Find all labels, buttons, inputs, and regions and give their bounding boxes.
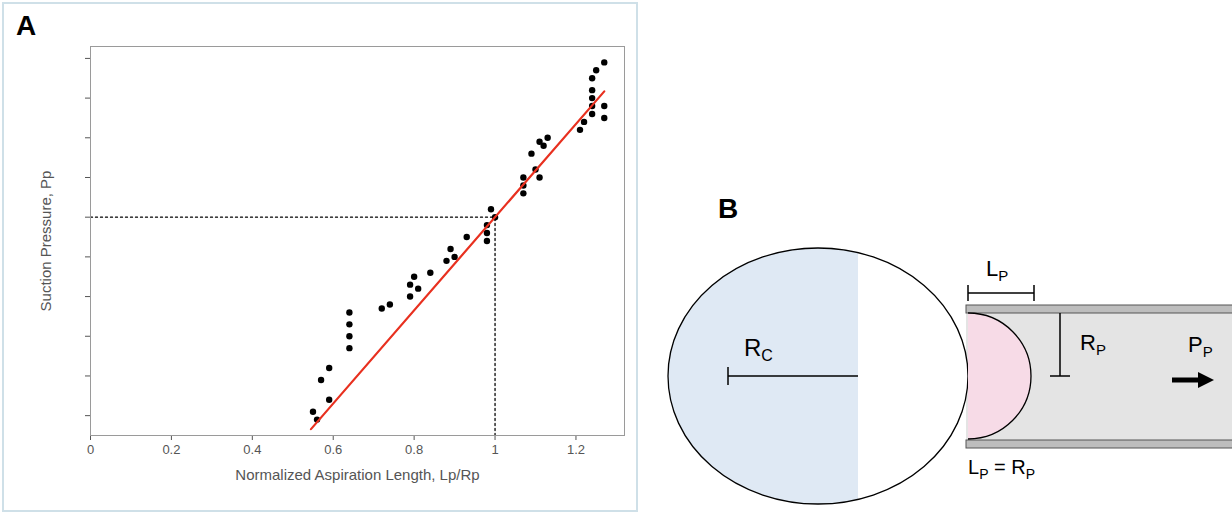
svg-text:1: 1 bbox=[491, 442, 498, 457]
svg-text:RP: RP bbox=[1080, 330, 1106, 358]
svg-text:Normalized Aspiration Length,: Normalized Aspiration Length, Lp/Rp bbox=[235, 466, 479, 483]
svg-text:0.2: 0.2 bbox=[162, 442, 180, 457]
svg-text:1.2: 1.2 bbox=[567, 442, 585, 457]
svg-text:LP = RP: LP = RP bbox=[968, 456, 1035, 482]
svg-text:LP: LP bbox=[986, 256, 1008, 284]
svg-text:B: B bbox=[718, 193, 738, 224]
svg-text:Suction Pressure, Pp: Suction Pressure, Pp bbox=[37, 171, 54, 312]
svg-text:0.4: 0.4 bbox=[243, 442, 261, 457]
svg-text:RC: RC bbox=[744, 334, 773, 364]
svg-text:0.6: 0.6 bbox=[324, 442, 342, 457]
html-text:A: A bbox=[16, 10, 37, 41]
svg-text:PP: PP bbox=[1188, 332, 1213, 360]
svg-text:0: 0 bbox=[87, 442, 94, 457]
svg-text:0.8: 0.8 bbox=[405, 442, 423, 457]
